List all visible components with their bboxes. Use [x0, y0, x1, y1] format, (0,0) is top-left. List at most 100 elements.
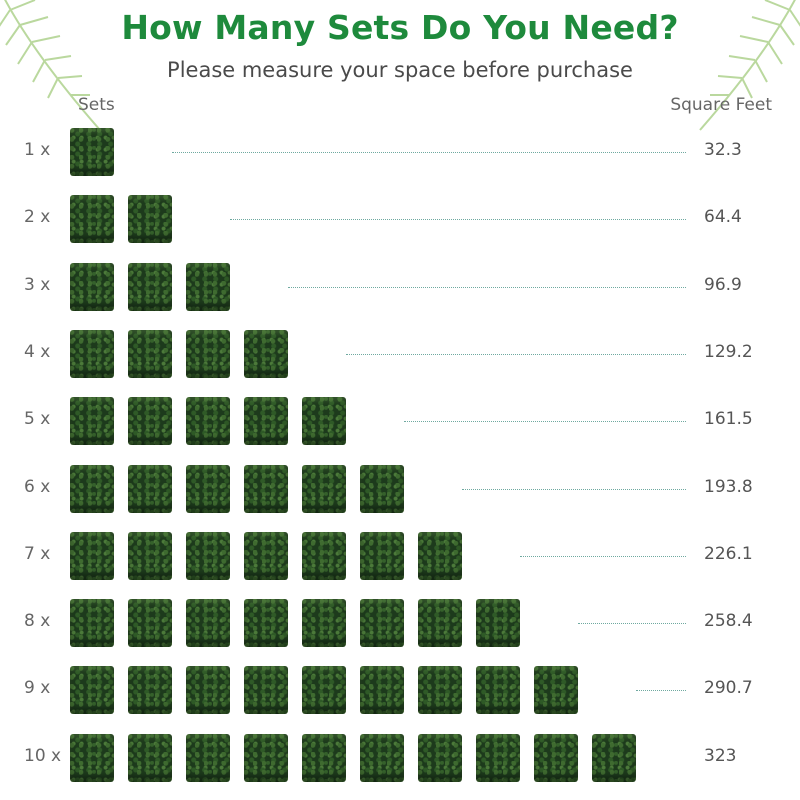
- boxwood-panel-icon: [70, 195, 114, 244]
- boxwood-panel-icon: [186, 397, 230, 446]
- boxwood-panel-icon: [302, 397, 346, 446]
- leader-line: [578, 623, 686, 625]
- boxwood-panel-icon: [418, 599, 462, 648]
- boxwood-panel-icon: [186, 531, 230, 580]
- boxwood-panel-icon: [360, 464, 404, 513]
- boxwood-panel-icon: [186, 262, 230, 311]
- square-feet-column-header: Square Feet: [670, 95, 772, 115]
- boxwood-panel-icon: [244, 397, 288, 446]
- boxwood-panel-icon: [244, 599, 288, 648]
- leader-line: [636, 690, 686, 692]
- fern-leaf-icon: [0, 0, 101, 131]
- square-feet-value: 323: [704, 745, 737, 766]
- sets-count-label: 2 x: [24, 207, 51, 228]
- square-feet-value: 226.1: [704, 543, 753, 564]
- page-subtitle: Please measure your space before purchas…: [167, 58, 633, 82]
- boxwood-panel-icon: [70, 733, 114, 782]
- sets-count-label: 7 x: [24, 543, 51, 564]
- boxwood-panel-icon: [128, 464, 172, 513]
- boxwood-panel-icon: [186, 329, 230, 378]
- boxwood-panel-icon: [418, 531, 462, 580]
- boxwood-panel-icon: [534, 733, 578, 782]
- leader-line: [288, 286, 686, 288]
- square-feet-value: 64.4: [704, 207, 742, 228]
- square-feet-value: 258.4: [704, 611, 753, 632]
- square-feet-value: 129.2: [704, 341, 753, 362]
- page-title: How Many Sets Do You Need?: [121, 8, 679, 47]
- leader-line: [520, 555, 686, 557]
- sets-column-header: Sets: [78, 95, 115, 115]
- table-row: 6 x 193.8: [0, 464, 800, 515]
- boxwood-panel-icon: [244, 531, 288, 580]
- boxwood-panel-icon: [302, 464, 346, 513]
- boxwood-panel-icon: [186, 666, 230, 715]
- boxwood-panel-icon: [128, 195, 172, 244]
- table-row: 10 x 323: [0, 733, 800, 784]
- sets-count-label: 9 x: [24, 678, 51, 699]
- table-row: 4 x 129.2: [0, 329, 800, 380]
- boxwood-panel-icon: [360, 531, 404, 580]
- square-feet-value: 193.8: [704, 476, 753, 497]
- table-row: 7 x 226.1: [0, 531, 800, 582]
- boxwood-panel-icon: [302, 599, 346, 648]
- sets-count-label: 1 x: [24, 140, 51, 160]
- boxwood-panel-icon: [244, 464, 288, 513]
- table-row: 3 x 96.9: [0, 262, 800, 313]
- boxwood-panel-icon: [128, 329, 172, 378]
- boxwood-panel-icon: [128, 262, 172, 311]
- sets-count-label: 5 x: [24, 409, 51, 430]
- boxwood-panel-icon: [592, 733, 636, 782]
- boxwood-panel-icon: [70, 329, 114, 378]
- boxwood-panel-icon: [360, 666, 404, 715]
- square-feet-value: 32.3: [704, 140, 742, 160]
- boxwood-panel-icon: [244, 329, 288, 378]
- boxwood-panel-icon: [128, 531, 172, 580]
- table-row: 2 x 64.4: [0, 195, 800, 245]
- leader-line: [172, 152, 686, 153]
- boxwood-panel-icon: [70, 128, 114, 176]
- square-feet-value: 161.5: [704, 409, 753, 430]
- sets-count-label: 4 x: [24, 341, 51, 362]
- boxwood-panel-icon: [418, 733, 462, 782]
- boxwood-panel-icon: [186, 733, 230, 782]
- table-row: 5 x 161.5: [0, 397, 800, 447]
- boxwood-panel-icon: [128, 397, 172, 446]
- sets-count-label: 10 x: [24, 745, 62, 766]
- boxwood-panel-icon: [70, 262, 114, 311]
- boxwood-panel-icon: [476, 599, 520, 648]
- sets-count-label: 3 x: [24, 274, 51, 295]
- leader-line: [230, 219, 686, 221]
- boxwood-panel-icon: [128, 733, 172, 782]
- boxwood-panel-icon: [128, 666, 172, 715]
- sets-count-label: 6 x: [24, 476, 51, 497]
- table-row: 9 x 290.7: [0, 666, 800, 716]
- boxwood-panel-icon: [418, 666, 462, 715]
- boxwood-panel-icon: [186, 464, 230, 513]
- boxwood-panel-icon: [70, 599, 114, 648]
- boxwood-panel-icon: [360, 599, 404, 648]
- leader-line: [462, 488, 686, 490]
- square-feet-value: 290.7: [704, 678, 753, 699]
- boxwood-panel-icon: [302, 531, 346, 580]
- boxwood-panel-icon: [70, 531, 114, 580]
- boxwood-panel-icon: [186, 599, 230, 648]
- fern-leaf-icon: [699, 0, 800, 131]
- boxwood-panel-icon: [476, 666, 520, 715]
- boxwood-panel-icon: [244, 733, 288, 782]
- boxwood-panel-icon: [302, 666, 346, 715]
- boxwood-panel-icon: [70, 666, 114, 715]
- boxwood-panel-icon: [360, 733, 404, 782]
- boxwood-panel-icon: [70, 464, 114, 513]
- boxwood-panel-icon: [244, 666, 288, 715]
- boxwood-panel-icon: [302, 733, 346, 782]
- table-row: 8 x 258.4: [0, 599, 800, 649]
- table-row: 1 x 32.3: [0, 128, 800, 178]
- sets-count-label: 8 x: [24, 611, 51, 632]
- boxwood-panel-icon: [476, 733, 520, 782]
- boxwood-panel-icon: [534, 666, 578, 715]
- boxwood-panel-icon: [128, 599, 172, 648]
- leader-line: [404, 421, 686, 423]
- boxwood-panel-icon: [70, 397, 114, 446]
- square-feet-value: 96.9: [704, 274, 742, 295]
- leader-line: [346, 353, 686, 355]
